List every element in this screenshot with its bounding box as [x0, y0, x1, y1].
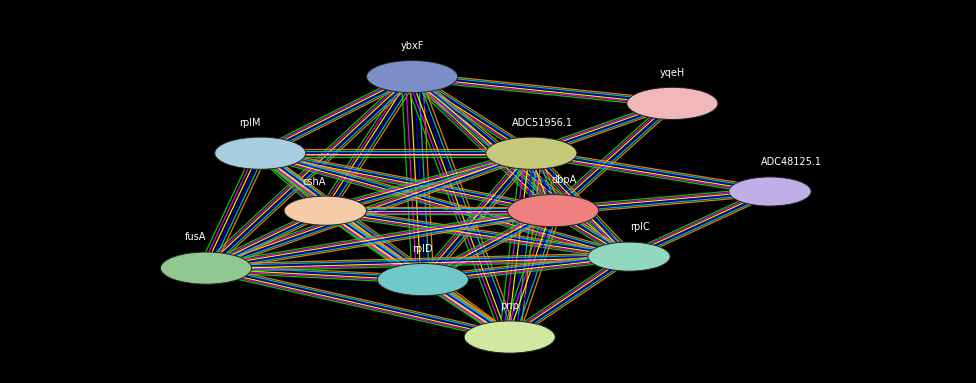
- Text: ADC48125.1: ADC48125.1: [761, 157, 822, 167]
- Text: ybxF: ybxF: [400, 41, 424, 51]
- Circle shape: [729, 177, 811, 206]
- Circle shape: [465, 321, 555, 353]
- Circle shape: [486, 137, 577, 169]
- Circle shape: [378, 264, 468, 296]
- Circle shape: [508, 195, 598, 227]
- Circle shape: [367, 61, 458, 93]
- Text: rplM: rplM: [239, 118, 261, 128]
- Text: pnp: pnp: [501, 301, 519, 311]
- Text: cshA: cshA: [303, 177, 326, 187]
- Text: dbpA: dbpA: [551, 175, 577, 185]
- Text: rplC: rplC: [630, 223, 650, 232]
- Circle shape: [284, 196, 367, 225]
- Circle shape: [627, 87, 718, 119]
- Text: rplD: rplD: [413, 244, 433, 254]
- Text: yqeH: yqeH: [660, 68, 685, 78]
- Circle shape: [215, 137, 305, 169]
- Text: ADC51956.1: ADC51956.1: [511, 118, 573, 128]
- Circle shape: [160, 252, 252, 284]
- Text: fusA: fusA: [184, 232, 206, 242]
- Circle shape: [588, 242, 671, 271]
